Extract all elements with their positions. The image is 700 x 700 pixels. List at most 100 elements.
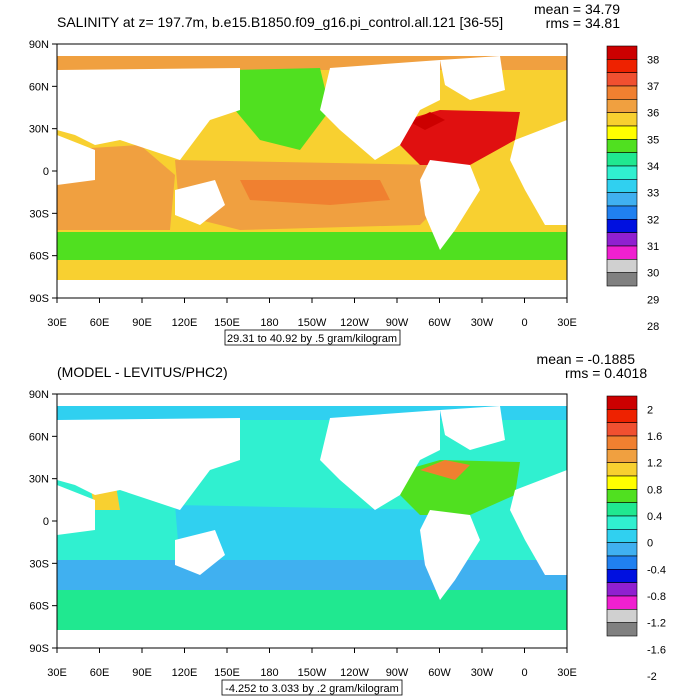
colorbar-swatch bbox=[606, 409, 638, 423]
colorbar-label: 38 bbox=[647, 54, 659, 66]
colorbar-label: 0 bbox=[647, 538, 653, 550]
colorbar-label: 1.2 bbox=[647, 458, 662, 470]
colorbar-swatch bbox=[606, 99, 638, 113]
southern-ocean-band bbox=[57, 560, 567, 590]
colorbar-swatch bbox=[606, 449, 638, 463]
colorbar-swatch bbox=[606, 502, 638, 517]
colorbar-swatch bbox=[606, 435, 638, 450]
colorbar-swatch bbox=[606, 165, 638, 180]
lat-tick-label: 30S bbox=[29, 558, 49, 570]
panel-title: SALINITY at z= 197.7m, b.e15.B1850.f09_g… bbox=[57, 14, 503, 30]
lon-tick-label: 60W bbox=[428, 667, 451, 679]
southern-ocean-south bbox=[57, 260, 567, 280]
difference-map-panel: (MODEL - LEVITUS/PHC2) mean = -0.1885 rm… bbox=[29, 351, 666, 696]
panel-title: (MODEL - LEVITUS/PHC2) bbox=[57, 364, 228, 380]
colorbar: 38 37 36 35 34 33 32 31 30 29 28 bbox=[606, 45, 659, 333]
colorbar-swatch bbox=[606, 152, 638, 167]
colorbar-label: 31 bbox=[647, 241, 659, 253]
colorbar-label: 1.6 bbox=[647, 431, 662, 443]
colorbar-swatch bbox=[606, 622, 638, 637]
colorbar-label: 28 bbox=[647, 321, 659, 333]
range-label: 29.31 to 40.92 by .5 gram/kilogram bbox=[227, 333, 397, 345]
colorbar-swatch bbox=[606, 192, 638, 207]
range-label-box: 29.31 to 40.92 by .5 gram/kilogram bbox=[224, 329, 401, 346]
colorbar-label: 36 bbox=[647, 108, 659, 120]
colorbar-label: 37 bbox=[647, 81, 659, 93]
land-australia bbox=[175, 530, 225, 575]
lon-tick-label: 180 bbox=[260, 317, 278, 329]
colorbar-swatch bbox=[606, 272, 638, 287]
land-greenland bbox=[440, 406, 505, 450]
map-field bbox=[57, 44, 567, 298]
lon-tick-label: 30W bbox=[471, 667, 494, 679]
colorbar-swatch bbox=[606, 205, 638, 220]
land-australia bbox=[175, 180, 225, 225]
lat-tick-label: 0 bbox=[43, 516, 49, 528]
colorbar-label: 0.8 bbox=[647, 484, 662, 496]
lat-tick-label: 60N bbox=[29, 81, 49, 93]
lat-tick-label: 30N bbox=[29, 474, 49, 486]
colorbar-swatch bbox=[606, 112, 638, 127]
lat-tick-label: 90N bbox=[29, 389, 49, 401]
lon-tick-label: 30E bbox=[47, 667, 67, 679]
mean-stat: mean = -0.1885 bbox=[537, 351, 636, 367]
colorbar-label: 35 bbox=[647, 134, 659, 146]
colorbar-label: -0.8 bbox=[647, 591, 666, 603]
lon-tick-label: 150E bbox=[214, 317, 240, 329]
colorbar-swatch bbox=[606, 179, 638, 193]
lat-tick-label: 90S bbox=[29, 293, 49, 305]
map-field bbox=[57, 394, 567, 648]
range-label: -4.252 to 3.033 by .2 gram/kilogram bbox=[225, 683, 399, 695]
north-pacific-fresh-region bbox=[230, 68, 330, 150]
colorbar-swatch bbox=[606, 582, 638, 597]
colorbar: 2 1.6 1.2 0.8 0.4 0 -0.4 -0.8 -1.2 -1.6 -2 bbox=[606, 395, 666, 683]
land-africa bbox=[57, 135, 95, 185]
colorbar-swatch bbox=[606, 395, 638, 410]
colorbar-label: -1.2 bbox=[647, 618, 666, 630]
latitude-axis: 90N 60N 30N 0 30S 60S 90S bbox=[29, 389, 57, 655]
colorbar-label: 33 bbox=[647, 188, 659, 200]
lon-tick-label: 90W bbox=[386, 667, 409, 679]
lat-tick-label: 30S bbox=[29, 208, 49, 220]
land-south-america bbox=[420, 160, 480, 250]
colorbar-label: 30 bbox=[647, 268, 659, 280]
land-greenland bbox=[440, 56, 505, 100]
colorbar-swatch bbox=[606, 569, 638, 583]
colorbar-label: -2 bbox=[647, 671, 657, 683]
lat-tick-label: 90N bbox=[29, 39, 49, 51]
range-label-box: -4.252 to 3.033 by .2 gram/kilogram bbox=[221, 679, 403, 696]
colorbar-label: 29 bbox=[647, 294, 659, 306]
land-antarctica bbox=[57, 630, 567, 648]
land-arctic bbox=[57, 394, 567, 406]
lon-tick-label: 0 bbox=[521, 667, 527, 679]
lon-tick-label: 30E bbox=[47, 317, 67, 329]
rms-stat: rms = 34.81 bbox=[546, 15, 621, 31]
colorbar-swatch bbox=[606, 45, 638, 60]
colorbar-swatch bbox=[606, 125, 638, 140]
colorbar-label: 34 bbox=[647, 161, 659, 173]
lon-tick-label: 30E bbox=[557, 667, 577, 679]
colorbar-swatch bbox=[606, 529, 638, 543]
lon-tick-label: 120E bbox=[172, 667, 198, 679]
land-africa bbox=[57, 485, 95, 535]
lon-tick-label: 150W bbox=[298, 317, 327, 329]
longitude-axis: 30E 60E 90E 120E 150E 180 150W 120W 90W 60W 30W 0 30… bbox=[47, 298, 577, 329]
lon-tick-label: 120W bbox=[340, 317, 369, 329]
colorbar-swatch bbox=[606, 72, 638, 87]
colorbar-swatch bbox=[606, 139, 638, 153]
lon-tick-label: 0 bbox=[521, 317, 527, 329]
colorbar-swatch bbox=[606, 555, 638, 570]
mediterranean-high-salinity bbox=[410, 112, 445, 130]
colorbar-label: 0.4 bbox=[647, 511, 662, 523]
southern-ocean-south bbox=[57, 590, 567, 630]
gulf-stream-anomaly bbox=[420, 460, 470, 480]
colorbar-swatch bbox=[606, 232, 638, 247]
lon-tick-label: 120E bbox=[172, 317, 198, 329]
colorbar-swatch bbox=[606, 259, 638, 273]
lon-tick-label: 150E bbox=[214, 667, 240, 679]
colorbar-swatch bbox=[606, 595, 638, 610]
colorbar-label: -0.4 bbox=[647, 564, 666, 576]
colorbar-label: 32 bbox=[647, 214, 659, 226]
land-eurasia bbox=[57, 68, 240, 160]
